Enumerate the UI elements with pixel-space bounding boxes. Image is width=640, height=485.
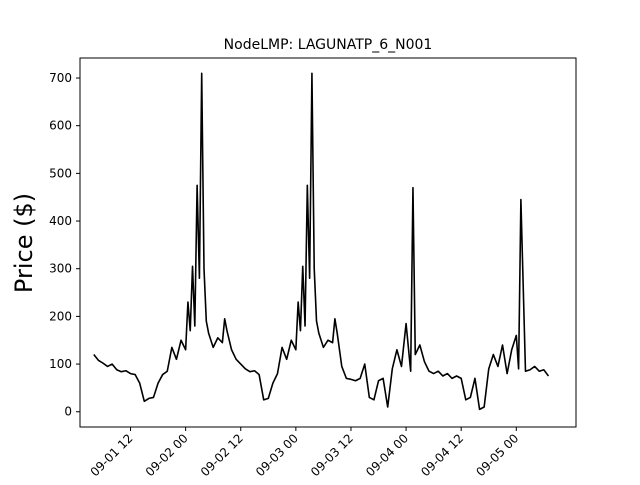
x-tick-label: 09-04 00 <box>363 431 411 479</box>
series-line-0 <box>93 72 550 411</box>
series-layer <box>93 72 550 411</box>
x-tick-label: 09-04 12 <box>418 431 466 479</box>
y-axis-label: Price ($) <box>10 193 38 293</box>
y-tick-label: 400 <box>49 214 72 228</box>
x-tick-label: 09-05 00 <box>473 431 521 479</box>
y-tick-label: 200 <box>49 309 72 323</box>
x-tick-label: 09-01 12 <box>88 431 136 479</box>
x-axis: 09-01 12 09-02 00 09-02 12 09-03 00 09-03 12… <box>88 427 521 479</box>
y-axis: 0 100 200 300 400 500 600 700 <box>49 71 80 419</box>
x-tick-label: 09-03 12 <box>308 431 356 479</box>
y-tick-label: 100 <box>49 357 72 371</box>
y-tick-label: 500 <box>49 166 72 180</box>
x-tick-label: 09-02 12 <box>198 431 246 479</box>
y-tick-label: 0 <box>64 405 72 419</box>
y-tick-label: 300 <box>49 262 72 276</box>
y-tick-label: 600 <box>49 119 72 133</box>
plot-frame <box>79 57 577 428</box>
y-tick-label: 700 <box>49 71 72 85</box>
chart-title: NodeLMP: LAGUNATP_6_N001 <box>224 37 433 53</box>
x-tick-label: 09-02 00 <box>143 431 191 479</box>
x-tick-label: 09-03 00 <box>253 431 301 479</box>
